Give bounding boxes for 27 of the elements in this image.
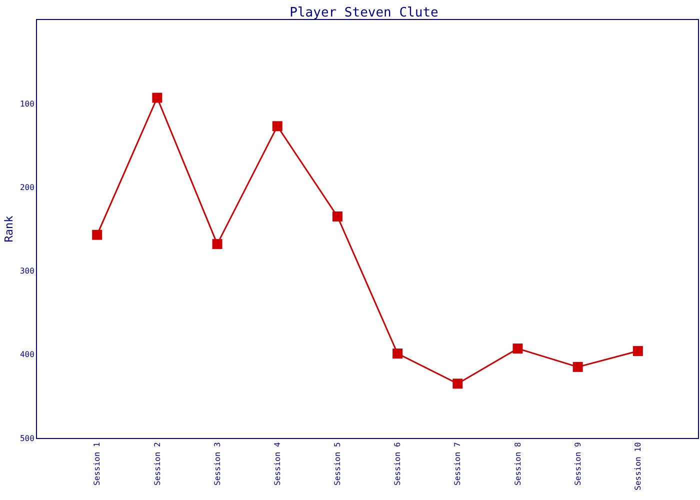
x-tick-label: Session 7 <box>453 442 462 486</box>
y-tick-label: 400 <box>20 350 35 360</box>
point <box>272 121 282 132</box>
x-tick-label: Session 10 <box>634 442 643 490</box>
point <box>512 344 523 354</box>
y-tick-label: 100 <box>20 99 35 108</box>
point <box>332 211 342 222</box>
point <box>452 378 463 389</box>
point <box>572 362 583 372</box>
point <box>92 230 102 240</box>
chart-title: Player Steven Clute <box>290 6 439 21</box>
y-tick-label: 200 <box>20 183 35 192</box>
x-tick-label: Session 8 <box>513 442 522 486</box>
x-tick-label: Session 1 <box>92 442 102 486</box>
x-tick-label: Session 4 <box>272 442 282 486</box>
y-axis-title: Rank <box>2 215 16 242</box>
x-tick-label: Session 6 <box>393 442 402 486</box>
x-tick-label: Session 3 <box>212 442 222 486</box>
point <box>212 239 222 250</box>
x-tick-label: Session 5 <box>333 442 342 486</box>
x-tick-label: Session 2 <box>152 442 162 486</box>
point <box>152 92 162 103</box>
y-tick-label: 300 <box>20 266 35 276</box>
point <box>632 346 643 356</box>
point <box>392 348 403 359</box>
x-tick-label: Session 9 <box>573 442 582 486</box>
y-tick-label: 500 <box>20 434 35 443</box>
